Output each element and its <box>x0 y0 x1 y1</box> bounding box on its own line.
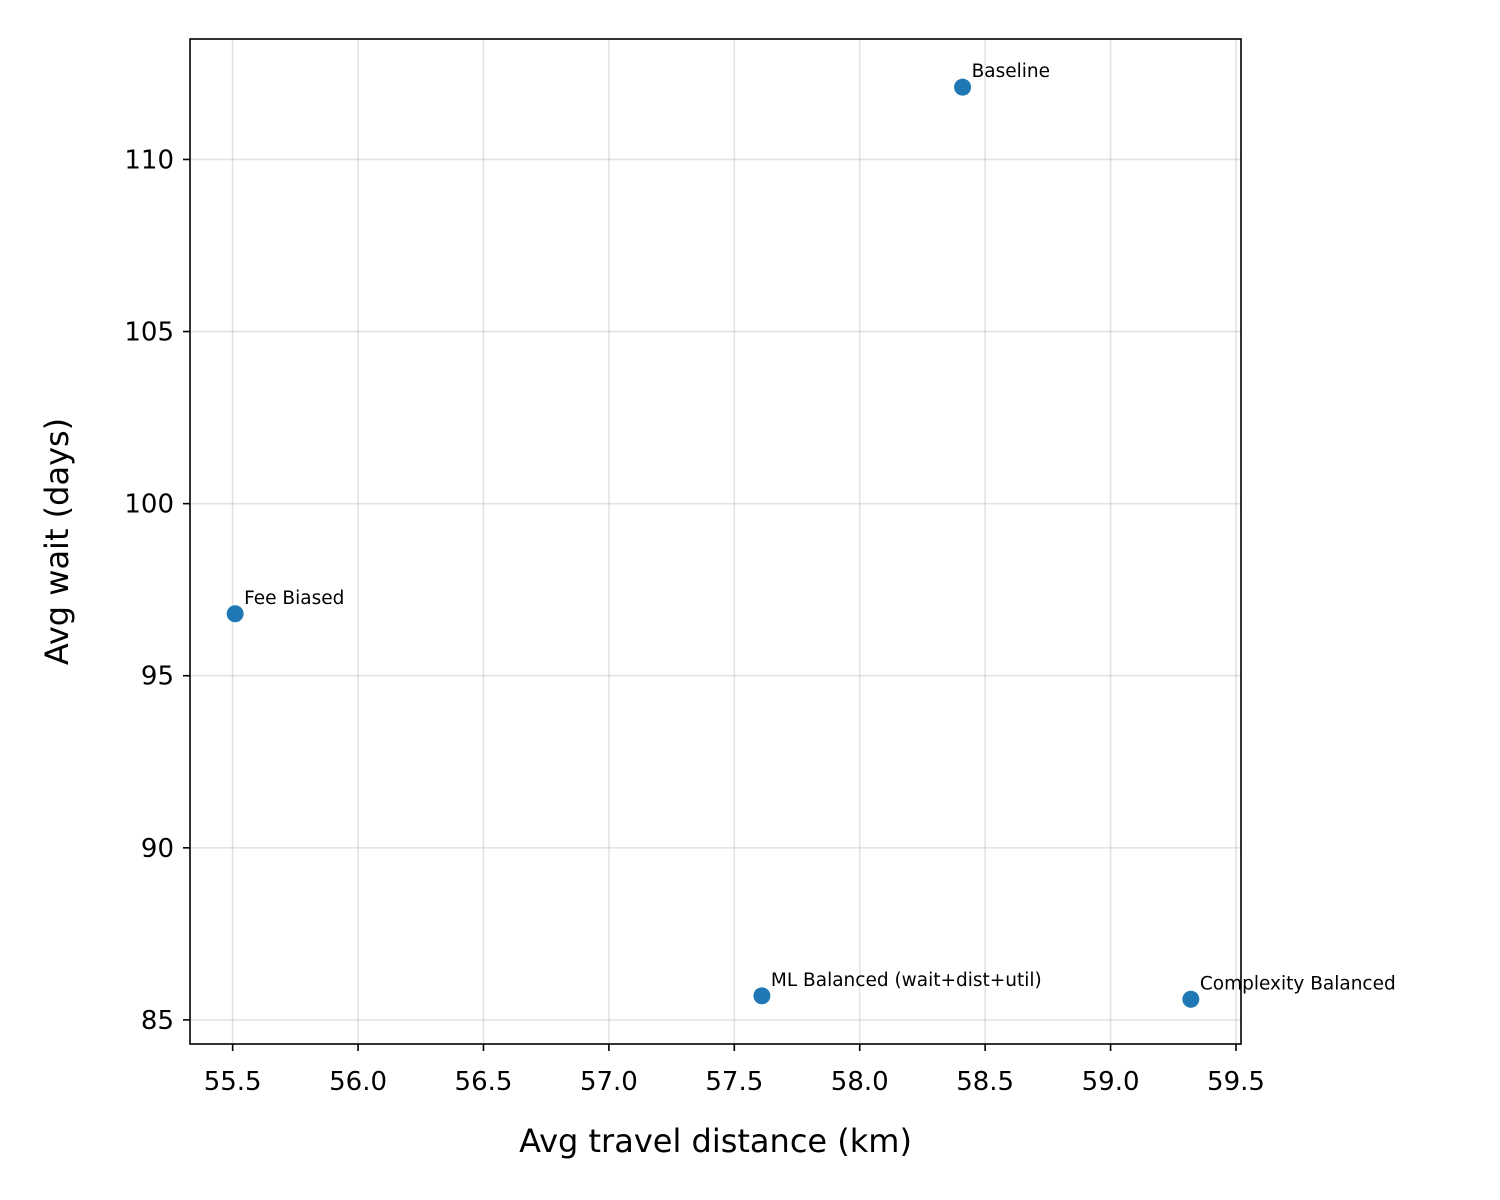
point-labels-layer: Baseline Fee Biased ML Balanced (wait+dist… <box>244 61 1396 994</box>
plot-frame <box>189 38 1242 1045</box>
data-point <box>226 605 244 623</box>
x-tick-label: 57.0 <box>580 1067 638 1097</box>
x-tick-label: 57.5 <box>705 1067 763 1097</box>
x-tick-label: 59.0 <box>1082 1067 1140 1097</box>
ticks-layer: 55.5 56.0 56.5 57.0 57.5 58.0 58.5 59.0 59.5 85 90… <box>124 145 1265 1097</box>
y-tick-label: 90 <box>141 834 174 864</box>
x-tick-label: 58.0 <box>831 1067 889 1097</box>
y-tick-label: 100 <box>124 490 174 520</box>
y-axis-label: Avg wait (days) <box>38 418 76 665</box>
points-layer <box>226 78 1200 1008</box>
y-tick-label: 95 <box>141 662 174 692</box>
x-tick-label: 58.5 <box>956 1067 1014 1097</box>
y-tick-label: 105 <box>124 318 174 348</box>
data-point-label: Complexity Balanced <box>1200 973 1396 994</box>
y-tick-label: 85 <box>141 1006 174 1036</box>
x-tick-label: 56.0 <box>329 1067 387 1097</box>
data-point-label: Baseline <box>972 61 1050 82</box>
x-tick-label: 55.5 <box>204 1067 262 1097</box>
data-point <box>1182 990 1200 1008</box>
x-tick-label: 56.5 <box>455 1067 513 1097</box>
data-point <box>954 78 972 96</box>
data-point-label: Fee Biased <box>244 588 344 609</box>
x-tick-label: 59.5 <box>1207 1067 1265 1097</box>
grid-layer <box>190 39 1241 1044</box>
data-point <box>753 987 771 1005</box>
x-axis-label: Avg travel distance (km) <box>519 1122 912 1160</box>
y-tick-label: 110 <box>124 145 174 175</box>
data-point-label: ML Balanced (wait+dist+util) <box>771 970 1042 991</box>
